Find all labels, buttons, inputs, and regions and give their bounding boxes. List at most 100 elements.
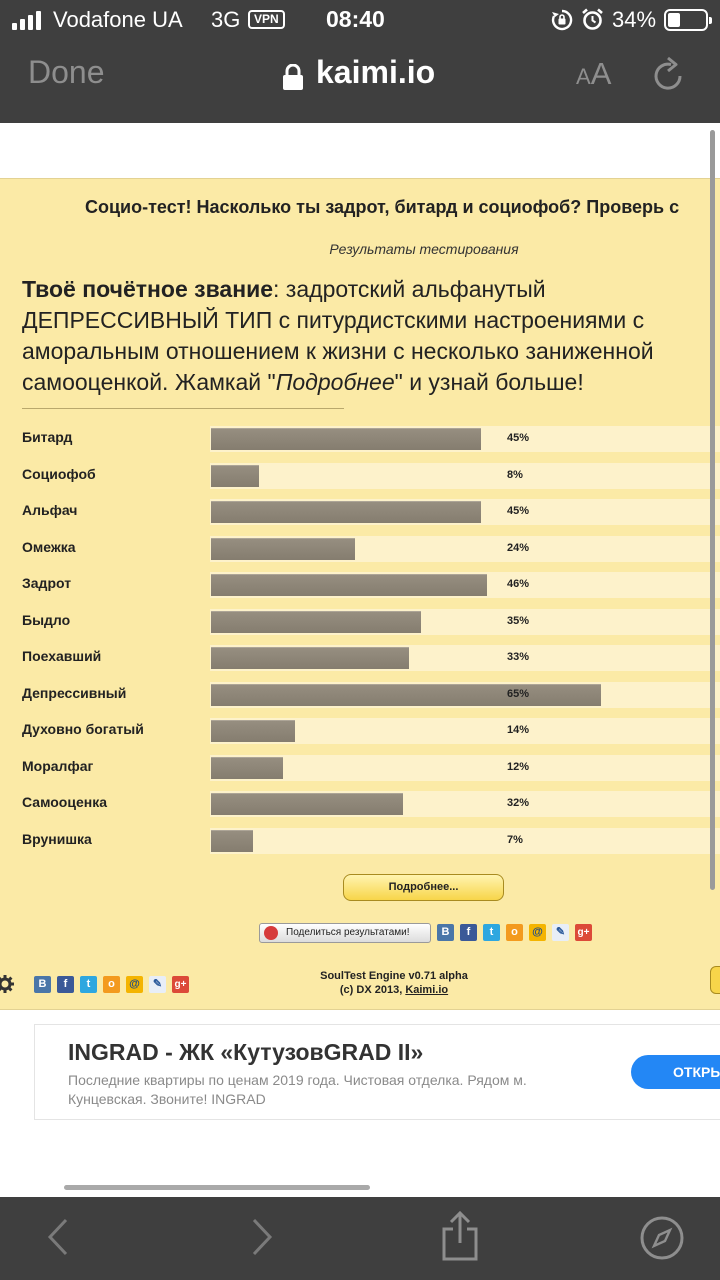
result-bar	[211, 465, 259, 487]
gear-icon[interactable]	[0, 975, 14, 993]
result-percent: 32%	[507, 797, 530, 809]
result-track	[210, 755, 720, 781]
back-icon[interactable]	[44, 1217, 74, 1257]
twitter-icon[interactable]: t	[483, 924, 500, 941]
battery-icon	[664, 9, 712, 31]
result-bar	[211, 830, 253, 852]
twitter-icon[interactable]: t	[80, 976, 97, 993]
result-row: Задрот 46%	[0, 572, 720, 598]
ad-title[interactable]: INGRAD - ЖК «КутузовGRAD II»	[68, 1039, 424, 1065]
carrier-name: Vodafone UA	[53, 7, 183, 32]
result-label: Моралфаг	[22, 758, 94, 774]
status-bar: Vodafone UA 3G VPN 08:40 34%	[0, 0, 720, 40]
lock-icon	[283, 64, 303, 90]
share-results-label: Поделиться результатами!	[286, 927, 410, 938]
result-percent: 24%	[507, 542, 530, 554]
result-track	[210, 463, 720, 489]
odnoklassniki-icon[interactable]: о	[506, 924, 523, 941]
engine-version: SoulTest Engine v0.71 alpha	[320, 970, 468, 982]
rank-line-4-italic: Подробнее	[275, 369, 395, 395]
result-bar	[211, 428, 481, 450]
result-percent: 35%	[507, 615, 530, 627]
result-bar	[211, 647, 409, 669]
result-percent: 7%	[507, 834, 523, 846]
result-bar	[211, 684, 601, 706]
result-percent: 12%	[507, 761, 530, 773]
forward-icon[interactable]	[246, 1217, 276, 1257]
result-row: Быдло 35%	[0, 609, 720, 635]
rank-line-4b: " и узнай больше!	[394, 369, 584, 395]
engine-credits: SoulTest Engine v0.71 alpha (c) DX 2013,…	[300, 969, 488, 997]
result-row: Битард 45%	[0, 426, 720, 452]
google-plus-icon[interactable]: g+	[172, 976, 189, 993]
google-plus-icon[interactable]: g+	[575, 924, 592, 941]
result-percent: 65%	[507, 688, 530, 700]
vk-icon[interactable]: В	[437, 924, 454, 941]
network-type: 3G	[211, 7, 241, 32]
facebook-icon[interactable]: f	[57, 976, 74, 993]
result-bar	[211, 574, 487, 596]
result-row: Поехавший 33%	[0, 645, 720, 671]
odnoklassniki-icon[interactable]: о	[103, 976, 120, 993]
done-button[interactable]: Done	[28, 54, 105, 90]
result-bar	[211, 720, 295, 742]
result-percent: 33%	[507, 651, 530, 663]
kaimi-link[interactable]: Kaimi.io	[405, 984, 449, 996]
ad-banner[interactable]: INGRAD - ЖК «КутузовGRAD II» Последние к…	[34, 1024, 720, 1120]
text-size-button[interactable]: AA	[576, 56, 611, 92]
side-tab-button[interactable]	[710, 966, 720, 994]
result-label: Задрот	[22, 575, 72, 591]
battery-level	[668, 13, 681, 27]
status-time: 08:40	[326, 6, 385, 32]
share-results-button[interactable]: Поделиться результатами!	[259, 923, 431, 943]
divider	[22, 408, 344, 409]
result-bar	[211, 757, 283, 779]
vpn-badge: VPN	[248, 10, 285, 29]
rank-line-4a: самооценкой. Жамкай "	[22, 369, 276, 395]
livejournal-icon[interactable]: ✎	[149, 976, 166, 993]
result-percent: 45%	[507, 505, 530, 517]
ad-open-button[interactable]: ОТКРЫТЬ	[631, 1055, 720, 1089]
rank-line-1: : задротский альфанутый	[273, 276, 546, 302]
result-label: Врунишка	[22, 831, 92, 847]
horizontal-scrollbar[interactable]	[64, 1185, 370, 1190]
result-bar	[211, 793, 403, 815]
result-label: Депрессивный	[22, 685, 127, 701]
result-label: Быдло	[22, 612, 71, 628]
vk-icon[interactable]: В	[34, 976, 51, 993]
text-size-small-label: A	[576, 64, 591, 89]
rank-line-3: аморальным отношением к жизни с нескольк…	[22, 338, 654, 364]
result-label: Поехавший	[22, 648, 102, 664]
facebook-icon[interactable]: f	[460, 924, 477, 941]
browser-bottom-toolbar	[0, 1197, 720, 1280]
compass-icon[interactable]	[639, 1215, 685, 1261]
result-row: Духовно богатый 14%	[0, 718, 720, 744]
more-details-button[interactable]: Подробнее...	[343, 874, 504, 901]
rank-line-2: ДЕПРЕССИВНЫЙ ТИП с питурдистскими настро…	[22, 307, 645, 333]
result-label: Самооценка	[22, 794, 107, 810]
address-host[interactable]: kaimi.io	[316, 54, 436, 90]
test-result-panel: Социо-тест! Насколько ты задрот, битард …	[0, 178, 720, 1010]
result-row: Моралфаг 12%	[0, 755, 720, 781]
browser-toolbar: Done kaimi.io AA	[0, 40, 720, 123]
engine-copyright: (c) DX 2013,	[339, 984, 406, 996]
reload-icon[interactable]	[651, 56, 687, 96]
livejournal-icon[interactable]: ✎	[552, 924, 569, 941]
share-icon[interactable]	[440, 1211, 480, 1261]
result-bar	[211, 538, 355, 560]
result-bar	[211, 501, 481, 523]
result-row: Альфач 45%	[0, 499, 720, 525]
result-percent: 45%	[507, 432, 530, 444]
share-icon	[264, 926, 278, 940]
alarm-icon	[582, 8, 603, 30]
mail-ru-icon[interactable]: @	[529, 924, 546, 941]
result-row: Самооценка 32%	[0, 791, 720, 817]
mail-ru-icon[interactable]: @	[126, 976, 143, 993]
results-heading: Результаты тестирования	[329, 241, 519, 257]
vertical-scrollbar[interactable]	[710, 130, 715, 890]
result-bar	[211, 611, 421, 633]
ad-description: Последние квартиры по ценам 2019 года. Ч…	[68, 1072, 527, 1107]
signal-icon	[12, 11, 46, 30]
result-row: Омежка 24%	[0, 536, 720, 562]
result-row: Врунишка 7%	[0, 828, 720, 854]
